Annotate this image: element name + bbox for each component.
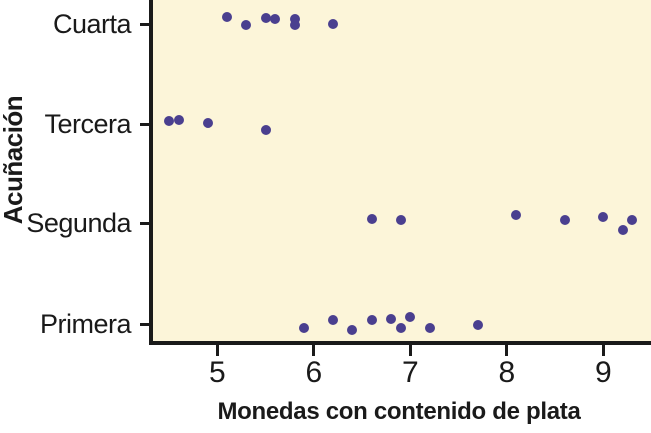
- data-point: [289, 20, 300, 30]
- x-axis-tick: [601, 345, 605, 356]
- data-point: [270, 14, 281, 24]
- data-point: [366, 214, 377, 224]
- x-axis-tick: [312, 345, 316, 356]
- x-tick-label-8: 8: [498, 356, 516, 389]
- x-axis-tick: [505, 345, 509, 356]
- x-tick-label-7: 7: [401, 356, 419, 389]
- y-category-label-cuarta: Cuarta: [52, 9, 132, 39]
- x-tick-label-9: 9: [594, 356, 612, 389]
- data-point: [202, 118, 213, 128]
- data-point: [328, 315, 339, 325]
- y-axis-tick: [140, 221, 150, 225]
- x-tick-label-6: 6: [305, 356, 323, 389]
- y-category-label-tercera: Tercera: [44, 109, 131, 139]
- data-point: [472, 320, 483, 330]
- data-point: [173, 115, 184, 125]
- x-axis-tick: [408, 345, 412, 356]
- data-point: [395, 323, 406, 333]
- x-tick-label-5: 5: [208, 356, 226, 389]
- data-point: [405, 312, 416, 322]
- plot-area: [149, 0, 651, 345]
- y-axis-tick: [140, 122, 150, 126]
- data-point: [289, 14, 300, 24]
- data-point: [164, 116, 175, 126]
- data-point: [617, 225, 628, 235]
- x-axis-tick: [215, 345, 219, 356]
- y-axis-tick: [140, 322, 150, 326]
- data-point: [347, 325, 358, 335]
- data-point: [328, 19, 339, 29]
- data-point: [559, 215, 570, 225]
- x-axis-title: Monedas con contenido de plata: [217, 398, 581, 425]
- data-point: [221, 12, 232, 22]
- data-point: [511, 210, 522, 220]
- data-point: [395, 215, 406, 225]
- data-point: [260, 125, 271, 135]
- y-axis-tick: [140, 22, 150, 26]
- data-point: [241, 20, 252, 30]
- data-point: [299, 323, 310, 333]
- y-category-label-segunda: Segunda: [26, 208, 131, 238]
- data-point: [386, 314, 396, 324]
- data-point: [598, 212, 609, 222]
- data-point: [424, 323, 435, 333]
- data-point: [260, 13, 271, 23]
- data-point: [627, 215, 638, 225]
- y-category-label-primera: Primera: [39, 309, 132, 339]
- data-point: [366, 315, 377, 325]
